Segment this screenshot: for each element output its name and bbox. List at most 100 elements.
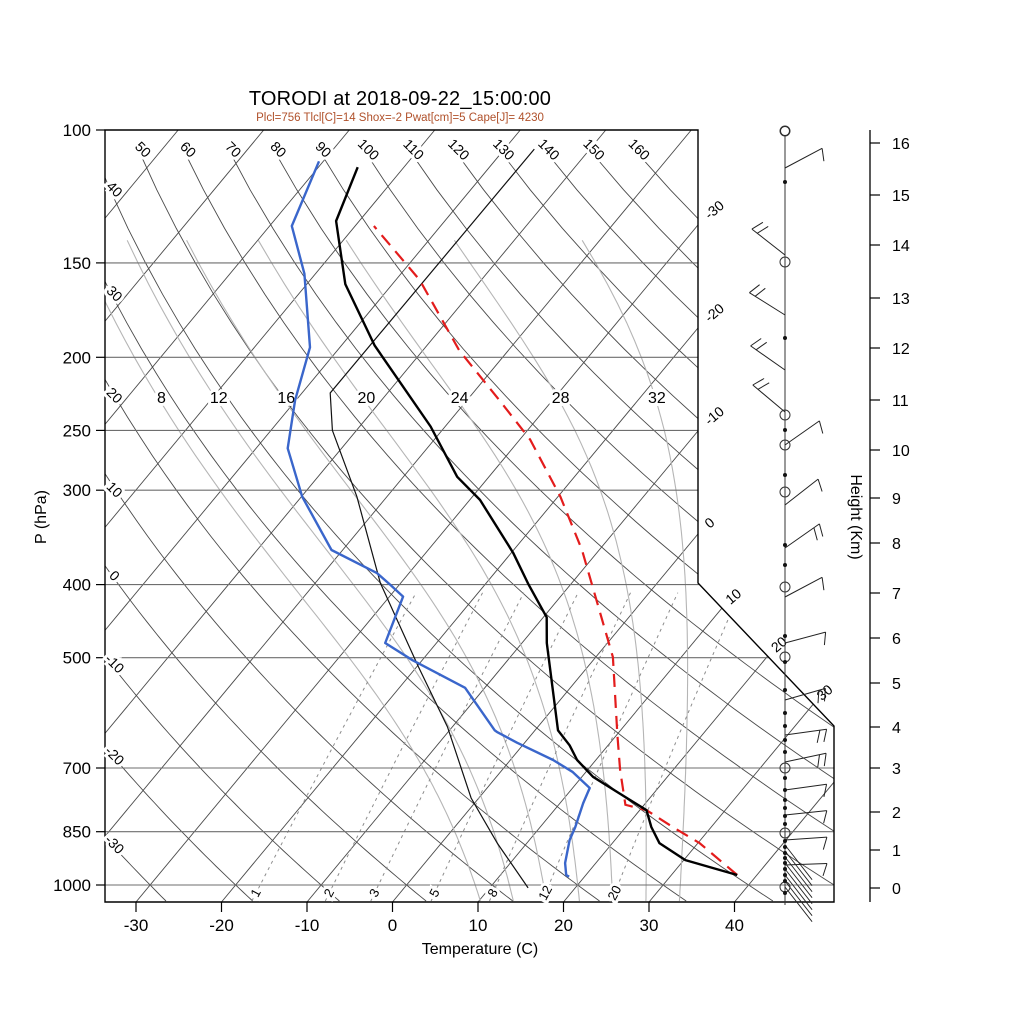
page-title: TORODI at 2018-09-22_15:00:00 (248, 88, 552, 110)
mixing-ratio-label: 8 (484, 886, 501, 899)
temperature-curve (334, 166, 738, 877)
wind-station-circle (779, 125, 791, 137)
wind-station-circle (779, 439, 791, 451)
wind-station-dot (783, 724, 787, 728)
moist-adiabat-label: 28 (552, 390, 570, 407)
wind-barb-feather (813, 527, 818, 541)
moist-adiabat-line (186, 240, 547, 902)
isotherm-label: -20 (701, 300, 727, 325)
wind-station-dot (783, 822, 787, 826)
wind-station-dot (783, 563, 787, 567)
wind-station-circle (779, 486, 791, 498)
wind-barb (751, 221, 786, 256)
wind-station-dot (783, 839, 787, 843)
dry-adiabat-label: 60 (177, 138, 199, 160)
dry-adiabat-label: 0 (106, 567, 123, 584)
mixing-ratio-line (324, 592, 484, 902)
mixing-ratio-line (370, 592, 525, 902)
pressure-tick-label: 100 (63, 121, 91, 140)
pressure-tick-label: 500 (63, 649, 91, 668)
wind-barb-shaft (749, 292, 786, 316)
wind-station-dot (783, 851, 787, 855)
wind-barb-feather (817, 478, 823, 492)
wind-barb-feather (818, 420, 824, 434)
dry-adiabat-label: -10 (102, 651, 128, 677)
temperature-tick-label: -10 (295, 916, 320, 935)
wind-barb-feather (823, 784, 828, 798)
mixing-ratio-label: 1 (247, 886, 264, 899)
temperature-tick-label: 0 (388, 916, 397, 935)
wind-fan-line (784, 862, 813, 898)
dry-adiabat-label: -20 (102, 743, 128, 769)
wind-barb-shaft (752, 384, 786, 413)
wind-barb (784, 420, 824, 446)
wind-station-dot (783, 873, 787, 877)
wind-barb-shaft (784, 420, 820, 446)
dry-adiabat-line (105, 145, 167, 902)
wind-station-dot (783, 660, 787, 664)
mixing-ratio-line (541, 592, 679, 902)
wind-barb-feather (823, 632, 827, 646)
height-tick-label: 13 (892, 291, 910, 308)
wind-station-dot (783, 861, 787, 865)
moist-adiabat-line (453, 239, 647, 902)
height-tick-label: 16 (892, 136, 910, 153)
wind-station-dot (783, 738, 787, 742)
wind-station-dot (783, 788, 787, 792)
wind-station-circle (779, 256, 791, 268)
dry-adiabat-label: 10 (104, 478, 126, 500)
moist-adiabat-label: 20 (358, 390, 376, 407)
wind-station-circle (779, 581, 791, 593)
wind-barb-feather (821, 148, 825, 162)
wind-station-dot (783, 776, 787, 780)
wind-barb (784, 836, 828, 850)
dry-adiabat-line (105, 145, 600, 902)
isotherm-line (105, 130, 521, 902)
wind-station-dot (783, 845, 787, 849)
sounding-indices-subtitle: Plcl=756 Tlcl[C]=14 Shox=-2 Pwat[cm]=5 C… (256, 112, 544, 124)
dry-adiabat-line (105, 145, 427, 902)
pressure-tick-label: 200 (63, 348, 91, 367)
wind-barb (784, 147, 825, 169)
isotherm-line (135, 130, 778, 902)
dry-adiabat-line (405, 145, 834, 902)
height-tick-label: 9 (892, 491, 901, 508)
wind-fan-line (784, 874, 813, 910)
wind-station-dot (783, 428, 787, 432)
height-tick-label: 11 (892, 393, 909, 410)
wind-barb-feather (823, 753, 827, 767)
wind-barb-shaft (784, 523, 820, 549)
isotherm-line (105, 130, 607, 902)
plot-frame (104, 129, 835, 903)
wind-barb-shaft (784, 863, 828, 866)
pressure-axis-title: P (hPa) (33, 490, 50, 544)
moist-adiabat-label: 24 (451, 390, 469, 407)
isotherm-line (648, 130, 834, 902)
wind-barb (784, 728, 828, 743)
mixing-ratio-label: 2 (321, 886, 338, 899)
mixing-ratio-label: 12 (535, 883, 555, 903)
dry-adiabat-label: 90 (312, 138, 334, 160)
wind-barb-feather (755, 341, 767, 351)
wind-barb-shaft (784, 478, 819, 506)
wind-fan-line (784, 850, 813, 886)
wind-station-dot (783, 180, 787, 184)
pressure-tick-label: 1000 (53, 876, 91, 895)
dry-adiabat-label: 160 (625, 135, 653, 163)
wind-barb-feather (749, 284, 760, 294)
height-tick-label: 0 (892, 881, 901, 898)
wind-fan-line (784, 886, 813, 922)
dry-adiabat-line (271, 145, 834, 902)
dry-adiabat-line (105, 145, 254, 902)
dry-adiabat-line (105, 145, 340, 902)
wind-barb-feather (754, 287, 766, 297)
wind-station-dot (783, 814, 787, 818)
wind-barb-shaft (784, 576, 823, 598)
wind-barb-feather (817, 690, 820, 704)
dry-adiabat-line (105, 145, 774, 902)
wind-barb (784, 631, 827, 646)
wind-barb-shaft (784, 147, 823, 169)
temperature-axis-title: Temperature (C) (421, 941, 539, 958)
wind-top-marker (780, 126, 790, 136)
